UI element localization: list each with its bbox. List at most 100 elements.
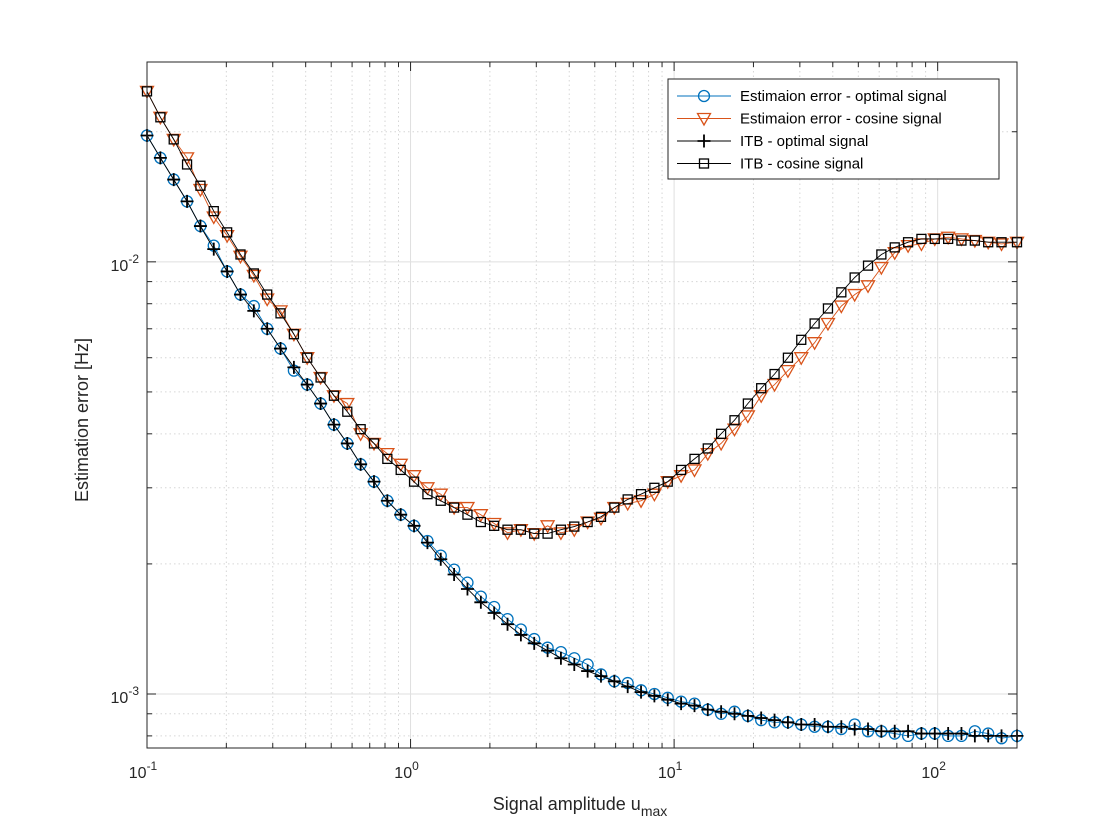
data-point	[342, 406, 353, 417]
data-point	[221, 227, 233, 238]
data-point	[419, 482, 436, 496]
y-tick-label: 10-3	[111, 684, 140, 707]
data-point	[983, 237, 994, 248]
data-point	[742, 398, 754, 409]
data-point	[235, 249, 246, 260]
data-point	[981, 729, 995, 743]
data-point	[382, 453, 393, 465]
x-axis-label-subscript: max	[641, 803, 667, 819]
data-point	[220, 264, 234, 278]
data-point	[459, 501, 476, 516]
series-line	[146, 91, 1017, 535]
data-point	[541, 644, 555, 658]
data-point	[754, 711, 768, 725]
data-point	[847, 288, 863, 303]
data-point	[874, 724, 888, 738]
data-point	[916, 233, 927, 245]
data-point	[729, 415, 740, 426]
legend-label: Estimaion error - cosine signal	[740, 111, 942, 128]
data-point	[422, 489, 433, 500]
data-point	[501, 617, 515, 631]
data-point	[901, 724, 915, 738]
legend-label: ITB - cosine signal	[740, 156, 863, 173]
data-point	[515, 524, 527, 535]
data-point	[794, 718, 808, 732]
data-point	[609, 502, 620, 513]
data-point	[647, 689, 661, 703]
data-point	[207, 242, 221, 256]
data-point	[807, 337, 823, 351]
data-point	[715, 428, 727, 439]
data-point	[554, 651, 568, 665]
data-point	[555, 524, 567, 535]
data-point	[876, 249, 887, 260]
x-tick-label-base: 10	[394, 765, 412, 782]
x-axis-label-main: Signal amplitude u	[493, 794, 641, 814]
data-point	[487, 606, 501, 620]
data-point	[836, 287, 847, 298]
data-point	[701, 703, 715, 717]
x-tick-label: 102	[921, 759, 946, 782]
data-point	[502, 524, 513, 535]
data-point	[714, 705, 728, 719]
data-point	[355, 424, 366, 435]
data-point	[447, 568, 461, 582]
data-point	[766, 378, 783, 393]
x-axis-label: Signal amplitude umax	[493, 794, 668, 819]
data-point	[448, 502, 460, 513]
data-point	[300, 378, 314, 392]
data-point	[406, 470, 422, 484]
data-point	[954, 727, 968, 741]
x-tick-label-exponent: 2	[939, 759, 946, 773]
data-point	[262, 289, 273, 300]
data-point	[272, 305, 289, 319]
data-point	[473, 509, 489, 523]
data-point	[741, 709, 755, 723]
data-point	[793, 352, 809, 366]
series-4	[141, 86, 1023, 539]
data-point	[340, 436, 354, 450]
legend-items: Estimaion error - optimal signal Estimaio…	[677, 88, 947, 173]
data-point	[287, 360, 301, 374]
data-point	[567, 658, 581, 672]
data-point	[941, 727, 955, 741]
data-point	[233, 288, 247, 302]
data-point	[633, 495, 649, 509]
data-point	[408, 476, 420, 487]
data-point	[181, 159, 193, 170]
data-point	[993, 238, 1010, 252]
data-point	[687, 699, 701, 713]
x-tick-label-base: 10	[658, 765, 676, 782]
data-point	[288, 329, 300, 340]
data-point	[274, 342, 288, 356]
data-point	[195, 180, 206, 191]
data-point	[940, 231, 956, 246]
data-point	[167, 173, 181, 187]
data-point	[302, 352, 313, 363]
data-point	[539, 520, 556, 534]
data-point	[622, 494, 633, 505]
data-point	[888, 724, 902, 738]
data-point	[649, 482, 660, 493]
data-point	[327, 418, 341, 432]
data-point	[354, 457, 368, 471]
data-point	[674, 697, 688, 711]
data-point	[675, 464, 687, 476]
data-point	[808, 718, 822, 732]
axis-ticks	[146, 62, 1018, 748]
data-point	[809, 318, 820, 329]
data-point	[661, 693, 675, 707]
data-point	[462, 509, 473, 520]
data-point	[208, 206, 219, 217]
data-point	[634, 685, 648, 699]
data-point	[542, 528, 553, 539]
data-point	[834, 720, 848, 734]
data-point	[275, 308, 286, 319]
data-point	[248, 268, 259, 279]
data-point	[394, 508, 408, 522]
data-point	[902, 237, 914, 248]
data-point	[569, 521, 580, 532]
data-point	[860, 280, 876, 294]
